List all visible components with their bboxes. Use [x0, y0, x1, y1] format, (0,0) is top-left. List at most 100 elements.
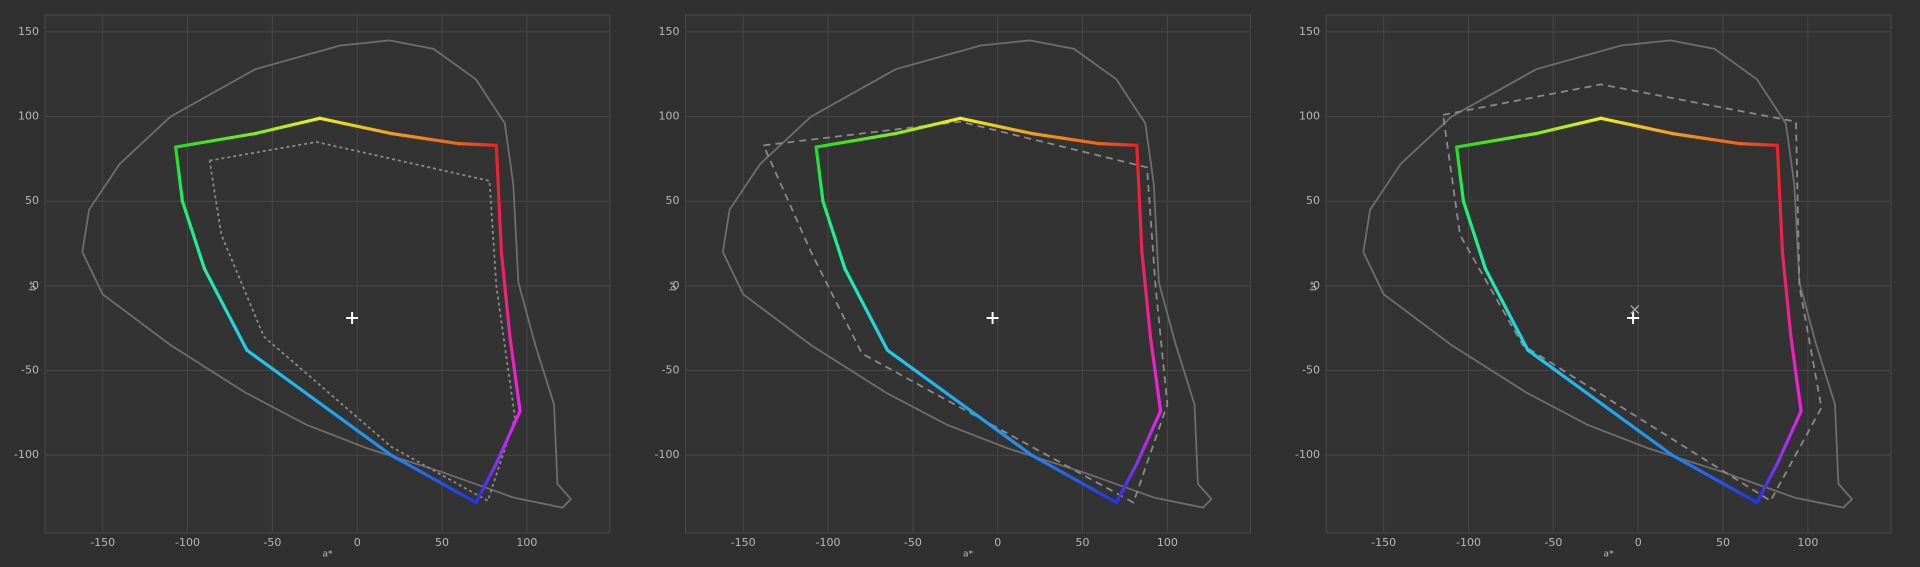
x-tick-label: 100 — [516, 536, 537, 549]
x-axis-label: a* — [322, 550, 333, 560]
x-tick-label: 0 — [1635, 536, 1642, 549]
y-tick-label: -100 — [1295, 448, 1320, 461]
gamut-segment — [1455, 131, 1538, 149]
gamut-segment — [1526, 348, 1674, 457]
gamut-segment — [1534, 116, 1603, 136]
gamut-segment — [389, 453, 478, 505]
gamut-segment — [180, 199, 207, 271]
gamut-segment — [1670, 131, 1742, 146]
gamut-segment — [1599, 116, 1674, 136]
x-tick-label: 50 — [435, 536, 449, 549]
gamut-segment — [814, 131, 898, 149]
gamut-segment — [843, 267, 890, 352]
gamut-segment — [389, 131, 461, 146]
gamut-line — [721, 39, 1213, 509]
x-tick-label: -50 — [904, 536, 922, 549]
y-tick-label: -100 — [14, 448, 39, 461]
y-tick-label: 150 — [1299, 25, 1320, 38]
x-tick-label: -150 — [731, 536, 756, 549]
x-tick-label: -50 — [1544, 536, 1562, 549]
gamut-segment — [1140, 250, 1152, 339]
x-tick-label: 100 — [1797, 536, 1818, 549]
y-tick-label: 50 — [25, 194, 39, 207]
gamut-segment — [1097, 142, 1139, 147]
gamut-segment — [1455, 145, 1466, 203]
gamut-segment — [253, 116, 322, 136]
gamut-segment — [494, 409, 522, 466]
y-tick-label: -50 — [21, 363, 39, 376]
x-tick-label: -100 — [175, 536, 200, 549]
gamut-segment — [1483, 267, 1530, 352]
plot-area — [1325, 14, 1892, 534]
y-tick-label: 150 — [659, 25, 680, 38]
gamut-line — [1442, 83, 1823, 503]
gamut-segment — [1461, 199, 1488, 271]
x-tick-label: -150 — [1371, 536, 1396, 549]
plot-area — [44, 14, 611, 534]
gamut-line — [762, 120, 1169, 504]
y-tick-label: 100 — [18, 110, 39, 123]
gamut-segment — [318, 116, 393, 136]
gamut-segment — [1148, 335, 1163, 413]
gamut-segment — [1789, 335, 1803, 413]
gamut-line — [81, 39, 573, 509]
x-tick-label: -50 — [263, 536, 281, 549]
gamut-segment — [885, 348, 1034, 457]
gamut-segment — [1135, 143, 1144, 254]
x-tick-label: 50 — [1076, 536, 1090, 549]
white-point-marker — [986, 312, 999, 325]
gamut-segment — [958, 116, 1034, 136]
gamut-segment — [1135, 409, 1163, 466]
y-tick-label: 0 — [673, 279, 680, 292]
x-axis-label: a* — [963, 550, 974, 560]
gamut-segment — [1775, 409, 1803, 466]
gamut-segment — [174, 145, 185, 203]
x-tick-label: 50 — [1716, 536, 1730, 549]
y-tick-label: -100 — [655, 448, 680, 461]
y-tick-label: 0 — [1313, 279, 1320, 292]
gamut-segment — [1114, 461, 1139, 505]
gamut-segment — [1030, 131, 1102, 146]
x-tick-label: 0 — [994, 536, 1001, 549]
y-tick-label: 0 — [32, 279, 39, 292]
gamut-segment — [894, 116, 962, 136]
y-tick-label: 50 — [666, 194, 680, 207]
plot-area — [685, 14, 1251, 534]
gamut-segment — [202, 267, 249, 352]
y-axis-label: b* — [29, 280, 39, 291]
gamut-segment — [1775, 143, 1785, 254]
y-tick-label: 100 — [659, 110, 680, 123]
y-tick-label: -50 — [662, 363, 680, 376]
gamut-segment — [814, 145, 825, 203]
x-axis-label: a* — [1603, 550, 1614, 560]
gamut-segment — [1738, 142, 1779, 147]
x-tick-label: 100 — [1157, 536, 1178, 549]
x-tick-label: -150 — [90, 536, 115, 549]
gamut-segment — [1030, 453, 1119, 505]
gamut-segment — [499, 250, 512, 339]
gamut-segment — [174, 131, 257, 149]
gamut-line — [1362, 39, 1854, 509]
gamut-segment — [508, 335, 522, 413]
y-axis-label: b* — [669, 280, 679, 291]
white-point-marker — [1630, 305, 1640, 315]
white-point-marker — [346, 312, 359, 325]
y-tick-label: 100 — [1299, 110, 1320, 123]
gamut-segment — [245, 348, 393, 457]
x-tick-label: 0 — [354, 536, 361, 549]
y-tick-label: 150 — [18, 25, 39, 38]
y-tick-label: 50 — [1306, 194, 1320, 207]
x-tick-label: -100 — [1456, 536, 1481, 549]
y-axis-label: b* — [1310, 280, 1320, 291]
gamut-segment — [494, 143, 504, 254]
white-point-marker — [1627, 312, 1640, 325]
gamut-segment — [1755, 461, 1779, 505]
gamut-segment — [457, 142, 498, 147]
y-tick-label: -50 — [1302, 363, 1320, 376]
gamut-segment — [821, 199, 847, 271]
gamut-segment — [1670, 453, 1759, 505]
x-tick-label: -100 — [816, 536, 841, 549]
gamut-segment — [1780, 250, 1793, 339]
